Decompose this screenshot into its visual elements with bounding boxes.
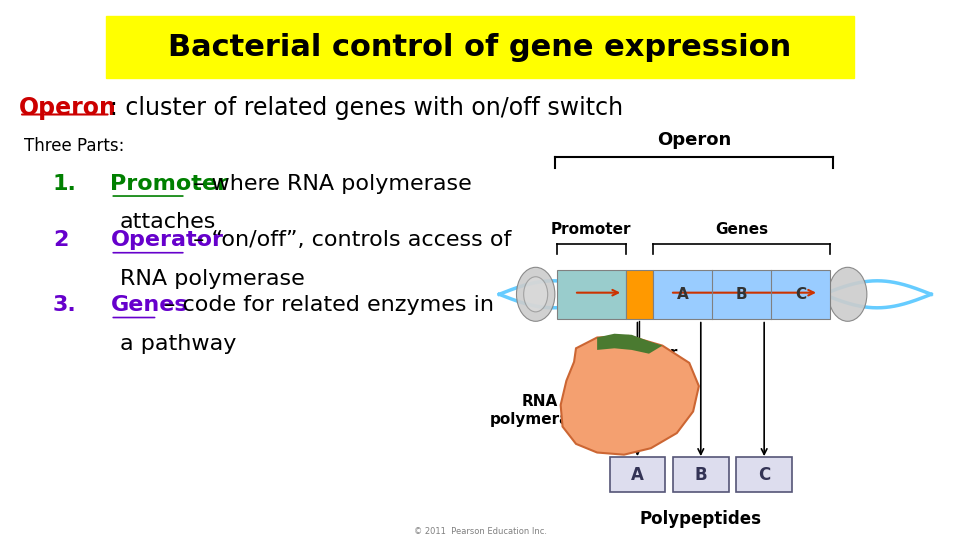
Text: – code for related enzymes in: – code for related enzymes in xyxy=(157,295,494,315)
Text: Promoter: Promoter xyxy=(551,222,632,237)
Text: A: A xyxy=(677,287,688,302)
Text: attaches: attaches xyxy=(120,212,216,233)
Text: 2: 2 xyxy=(53,230,68,251)
Text: Genes: Genes xyxy=(715,222,768,237)
Text: Operon: Operon xyxy=(19,96,117,120)
Text: A: A xyxy=(631,465,644,484)
Text: Polypeptides: Polypeptides xyxy=(639,510,762,529)
Text: : cluster of related genes with on/off switch: : cluster of related genes with on/off s… xyxy=(110,96,624,120)
Text: C: C xyxy=(758,465,770,484)
FancyBboxPatch shape xyxy=(557,270,626,319)
Text: RNA polymerase: RNA polymerase xyxy=(120,269,304,289)
Polygon shape xyxy=(597,334,662,354)
Ellipse shape xyxy=(516,267,555,321)
Text: Operator: Operator xyxy=(110,230,224,251)
Text: © 2011  Pearson Education Inc.: © 2011 Pearson Education Inc. xyxy=(414,526,546,536)
Text: – “on/off”, controls access of: – “on/off”, controls access of xyxy=(185,230,511,251)
Text: 3.: 3. xyxy=(53,295,77,315)
Text: B: B xyxy=(694,465,708,484)
Text: – where RNA polymerase: – where RNA polymerase xyxy=(185,173,471,194)
Polygon shape xyxy=(561,336,699,455)
Text: Operator: Operator xyxy=(601,346,678,361)
Text: C: C xyxy=(795,287,806,302)
Text: a pathway: a pathway xyxy=(120,334,236,354)
Text: Promoter: Promoter xyxy=(110,173,228,194)
Text: B: B xyxy=(735,287,748,302)
FancyBboxPatch shape xyxy=(736,457,792,492)
Text: RNA
polymerase: RNA polymerase xyxy=(490,394,589,427)
FancyBboxPatch shape xyxy=(673,457,729,492)
FancyBboxPatch shape xyxy=(653,270,830,319)
Text: Genes: Genes xyxy=(110,295,188,315)
Text: Three Parts:: Three Parts: xyxy=(24,137,125,155)
FancyBboxPatch shape xyxy=(610,457,665,492)
Ellipse shape xyxy=(828,267,867,321)
FancyBboxPatch shape xyxy=(106,16,854,78)
Text: 1.: 1. xyxy=(53,173,77,194)
Text: Bacterial control of gene expression: Bacterial control of gene expression xyxy=(168,33,792,62)
FancyBboxPatch shape xyxy=(626,270,653,319)
Text: Operon: Operon xyxy=(657,131,732,150)
Ellipse shape xyxy=(524,276,547,312)
